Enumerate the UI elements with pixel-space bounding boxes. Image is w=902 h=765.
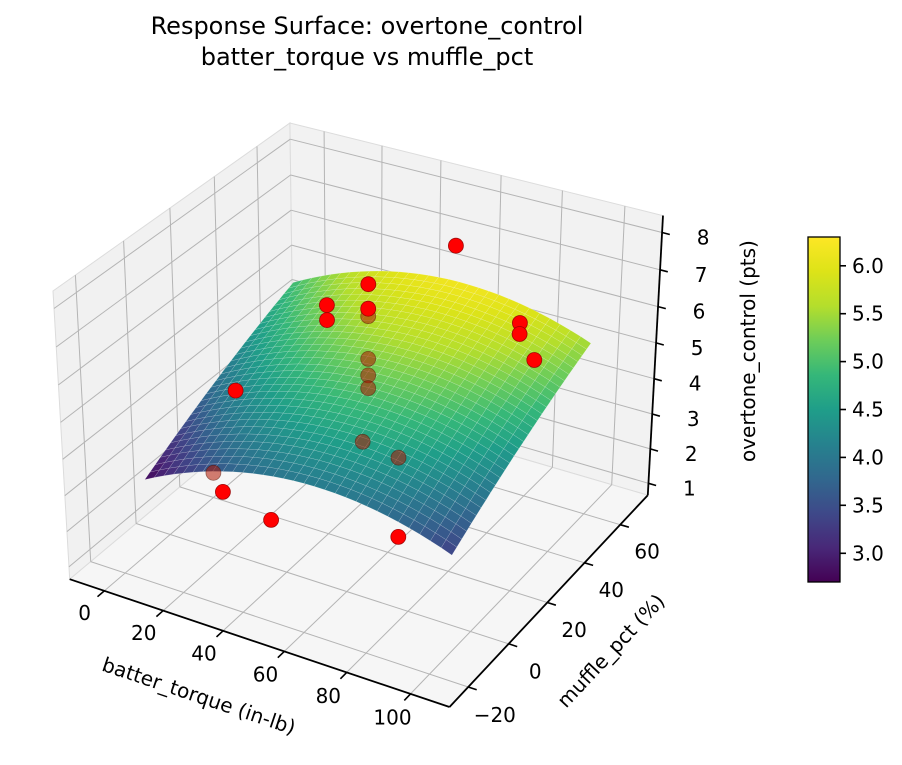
- colorbar-tick-label: 6.0: [852, 254, 884, 278]
- z-axis-label: overtone_control (pts): [736, 240, 760, 462]
- colorbar-tick-label: 3.5: [852, 493, 884, 517]
- y-axis-label: muffle_pct (%): [552, 589, 669, 712]
- data-point: [511, 326, 528, 342]
- z-tick-label: 8: [697, 226, 710, 250]
- data-point: [526, 352, 543, 368]
- colorbar-tick-label: 5.0: [852, 350, 884, 374]
- data-point: [360, 276, 377, 293]
- data-point: [214, 483, 231, 500]
- chart-title: Response Surface: overtone_control batte…: [0, 11, 734, 73]
- z-tick-label: 4: [689, 372, 702, 396]
- colorbar-tick-label: 5.5: [852, 302, 884, 326]
- y-tick-label: −20: [474, 703, 516, 727]
- data-point: [227, 382, 244, 399]
- axis-spines: [69, 215, 664, 708]
- axis-ticks-and-labels: 0 20 40 60 80 100 −20 0 20 40 60 1 2 3 4 5 6 7 8: [78, 226, 709, 730]
- x-tick-label: 0: [78, 601, 91, 625]
- z-tick-label: 5: [691, 336, 704, 360]
- data-point-occluded: [360, 350, 377, 367]
- chart-title-line1: Response Surface: overtone_control: [150, 12, 584, 40]
- colorbar: 3.0 3.5 4.0 4.5 5.0 5.5 6.0: [807, 236, 884, 583]
- z-tick-label: 6: [693, 300, 706, 324]
- x-tick-label: 80: [316, 684, 341, 708]
- colorbar-tick-label: 3.0: [852, 541, 884, 565]
- data-point: [447, 237, 464, 254]
- y-tick-label: 20: [561, 618, 586, 642]
- data-point-occluded: [354, 433, 371, 450]
- data-point: [390, 529, 407, 545]
- data-point: [263, 512, 280, 528]
- z-tick-label: 1: [683, 476, 696, 500]
- x-tick-label: 60: [253, 662, 278, 686]
- chart-title-line2: batter_torque vs muffle_pct: [200, 43, 534, 71]
- data-point-occluded: [360, 380, 377, 397]
- data-point-occluded: [205, 464, 222, 481]
- data-point: [318, 297, 335, 314]
- x-tick-label: 20: [131, 621, 156, 645]
- x-tick-label: 100: [373, 706, 411, 730]
- data-point: [360, 300, 377, 317]
- data-point-occluded: [390, 449, 407, 466]
- response-surface: [144, 270, 592, 556]
- colorbar-tick-label: 4.0: [852, 445, 884, 469]
- y-tick-label: 0: [529, 660, 542, 684]
- colorbar-tick-label: 4.5: [852, 398, 884, 422]
- x-tick-label: 40: [191, 642, 216, 666]
- y-tick-label: 60: [634, 540, 659, 564]
- z-tick-label: 3: [687, 407, 700, 431]
- colorbar-gradient: [807, 236, 841, 583]
- data-point: [319, 312, 335, 329]
- scatter-points: [214, 237, 543, 545]
- y-tick-label: 40: [599, 578, 624, 602]
- z-tick-label: 2: [685, 442, 698, 466]
- z-tick-label: 7: [695, 263, 708, 287]
